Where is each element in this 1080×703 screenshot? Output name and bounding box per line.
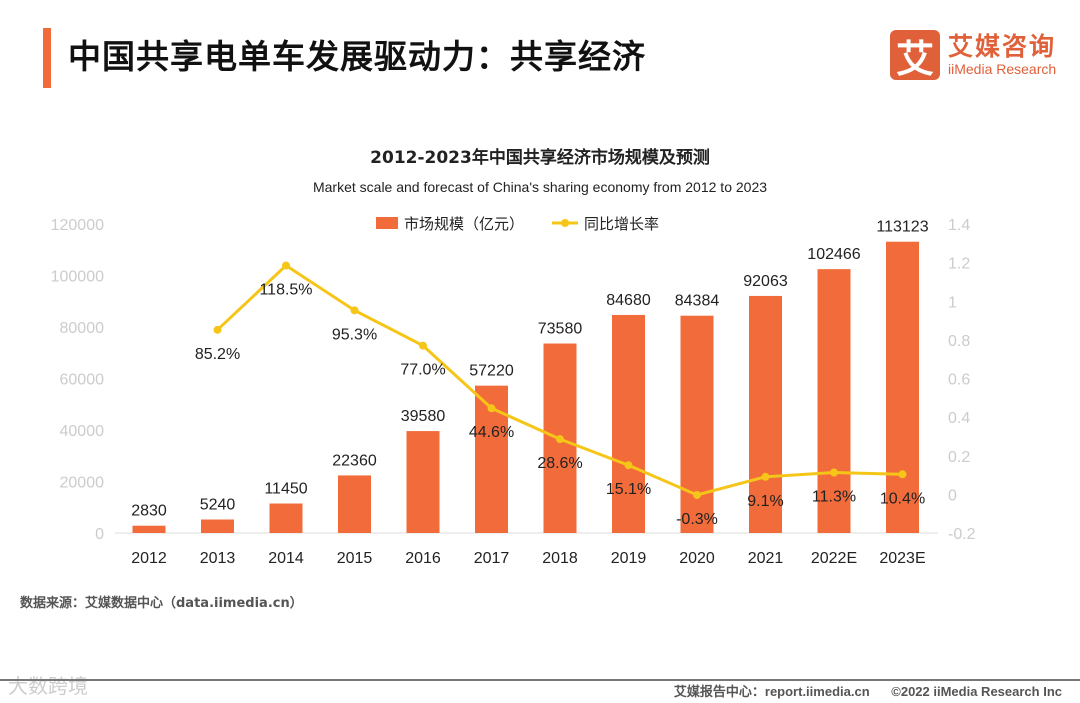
bar-value-label: 11450 [264,481,307,498]
growth-label: 85.2% [195,346,240,363]
right-axis-tick: 0.6 [948,372,970,389]
growth-point [419,341,427,350]
growth-point [624,461,633,470]
left-axis-tick: 80000 [60,320,105,337]
chart-subtitle: Market scale and forecast of China's sha… [313,179,767,195]
right-axis-tick: 0 [948,487,957,504]
chart-title: 2012-2023年中国共享经济市场规模及预测 [370,147,710,168]
x-axis-tick: 2018 [542,550,578,567]
x-axis-tick: 2014 [268,550,304,567]
x-axis-tick: 2020 [679,550,715,567]
x-axis-tick: 2016 [405,550,441,567]
bar [680,315,714,533]
growth-label: 11.3% [812,489,856,506]
title-accent-bar [43,28,51,88]
right-axis-tick: 0.8 [948,333,970,350]
x-axis-tick: 2015 [337,550,373,567]
left-axis-tick: 120000 [51,217,104,234]
growth-point [350,306,359,315]
bar [612,314,645,533]
right-axis-tick: 1.4 [948,217,970,234]
growth-label: 15.1% [606,481,651,498]
bar [406,431,440,533]
right-axis-tick: 0.4 [948,410,970,427]
x-axis-tick: 2022E [811,550,857,567]
data-source: 数据来源：艾媒数据中心（data.iimedia.cn） [20,596,303,611]
growth-label: 77.0% [400,362,445,379]
bar [817,269,851,533]
x-axis-tick: 2013 [200,550,236,567]
bar [886,241,919,533]
page-title: 中国共享电单车发展驱动力：共享经济 [68,37,646,76]
legend-line-label: 同比增长率 [584,215,659,233]
growth-point [761,472,770,481]
bar [201,519,234,533]
legend-line-marker [561,219,569,227]
bar-value-label: 2830 [131,503,167,520]
bar-value-label: 102466 [807,246,860,263]
bar [338,475,371,533]
footer-report-link[interactable]: 艾媒报告中心：report.iimedia.cn [673,684,870,699]
growth-label: 9.1% [747,493,783,510]
iimedia-logo: 艾 艾媒咨询 iiMedia Research [890,30,1057,81]
growth-point [898,470,907,479]
growth-point [830,468,838,477]
footer-copyright: ©2022 iiMedia Research Inc [891,684,1062,699]
growth-label: 10.4% [880,490,925,507]
bar-value-label: 22360 [332,452,377,469]
watermark: 大数跨境 [8,674,88,698]
bar-value-label: 57220 [469,363,514,380]
left-axis-tick: 40000 [60,423,105,440]
footer: 艾媒报告中心：report.iimedia.cn ©2022 iiMedia R… [656,681,1062,700]
bar [749,295,782,533]
bar-value-label: 73580 [538,321,583,338]
left-axis-tick: 100000 [51,269,104,286]
bar-value-label: 84680 [606,292,651,309]
growth-label: 118.5% [259,282,312,299]
right-axis-tick: 1.2 [948,256,970,273]
logo-cn: 艾媒咨询 [948,32,1057,61]
bar-value-label: 84384 [675,293,720,310]
bar-value-label: 39580 [401,408,446,425]
right-axis-tick: 0.2 [948,449,970,466]
left-axis-tick: 0 [95,526,104,543]
bar-value-label: 92063 [743,273,788,290]
left-axis-tick: 20000 [60,475,105,492]
bar-value-label: 5240 [200,497,236,514]
growth-point [213,325,222,334]
logo-en: iiMedia Research [948,61,1057,77]
growth-label: 95.3% [332,326,377,343]
growth-label: 28.6% [537,455,582,472]
x-axis-tick: 2023E [879,550,925,567]
right-axis-tick: -0.2 [948,526,976,543]
left-axis-tick: 60000 [60,372,105,389]
x-axis-tick: 2019 [611,550,647,567]
x-axis-tick: 2012 [131,550,167,567]
growth-label: -0.3% [676,511,718,528]
growth-point [282,261,290,270]
bar [132,525,166,533]
x-axis-tick: 2021 [748,550,784,567]
growth-label: 44.6% [469,424,514,441]
right-axis-tick: 1 [948,294,957,311]
growth-point [693,490,701,499]
logo-mark: 艾 [890,30,940,81]
growth-point [556,435,564,444]
footer-divider [0,679,1080,681]
growth-point [487,404,496,413]
bar [269,503,303,533]
legend-bar-label: 市场规模（亿元） [404,215,524,233]
x-axis-tick: 2017 [474,550,510,567]
legend-bar-swatch [376,217,398,229]
bar-value-label: 113123 [876,219,928,236]
